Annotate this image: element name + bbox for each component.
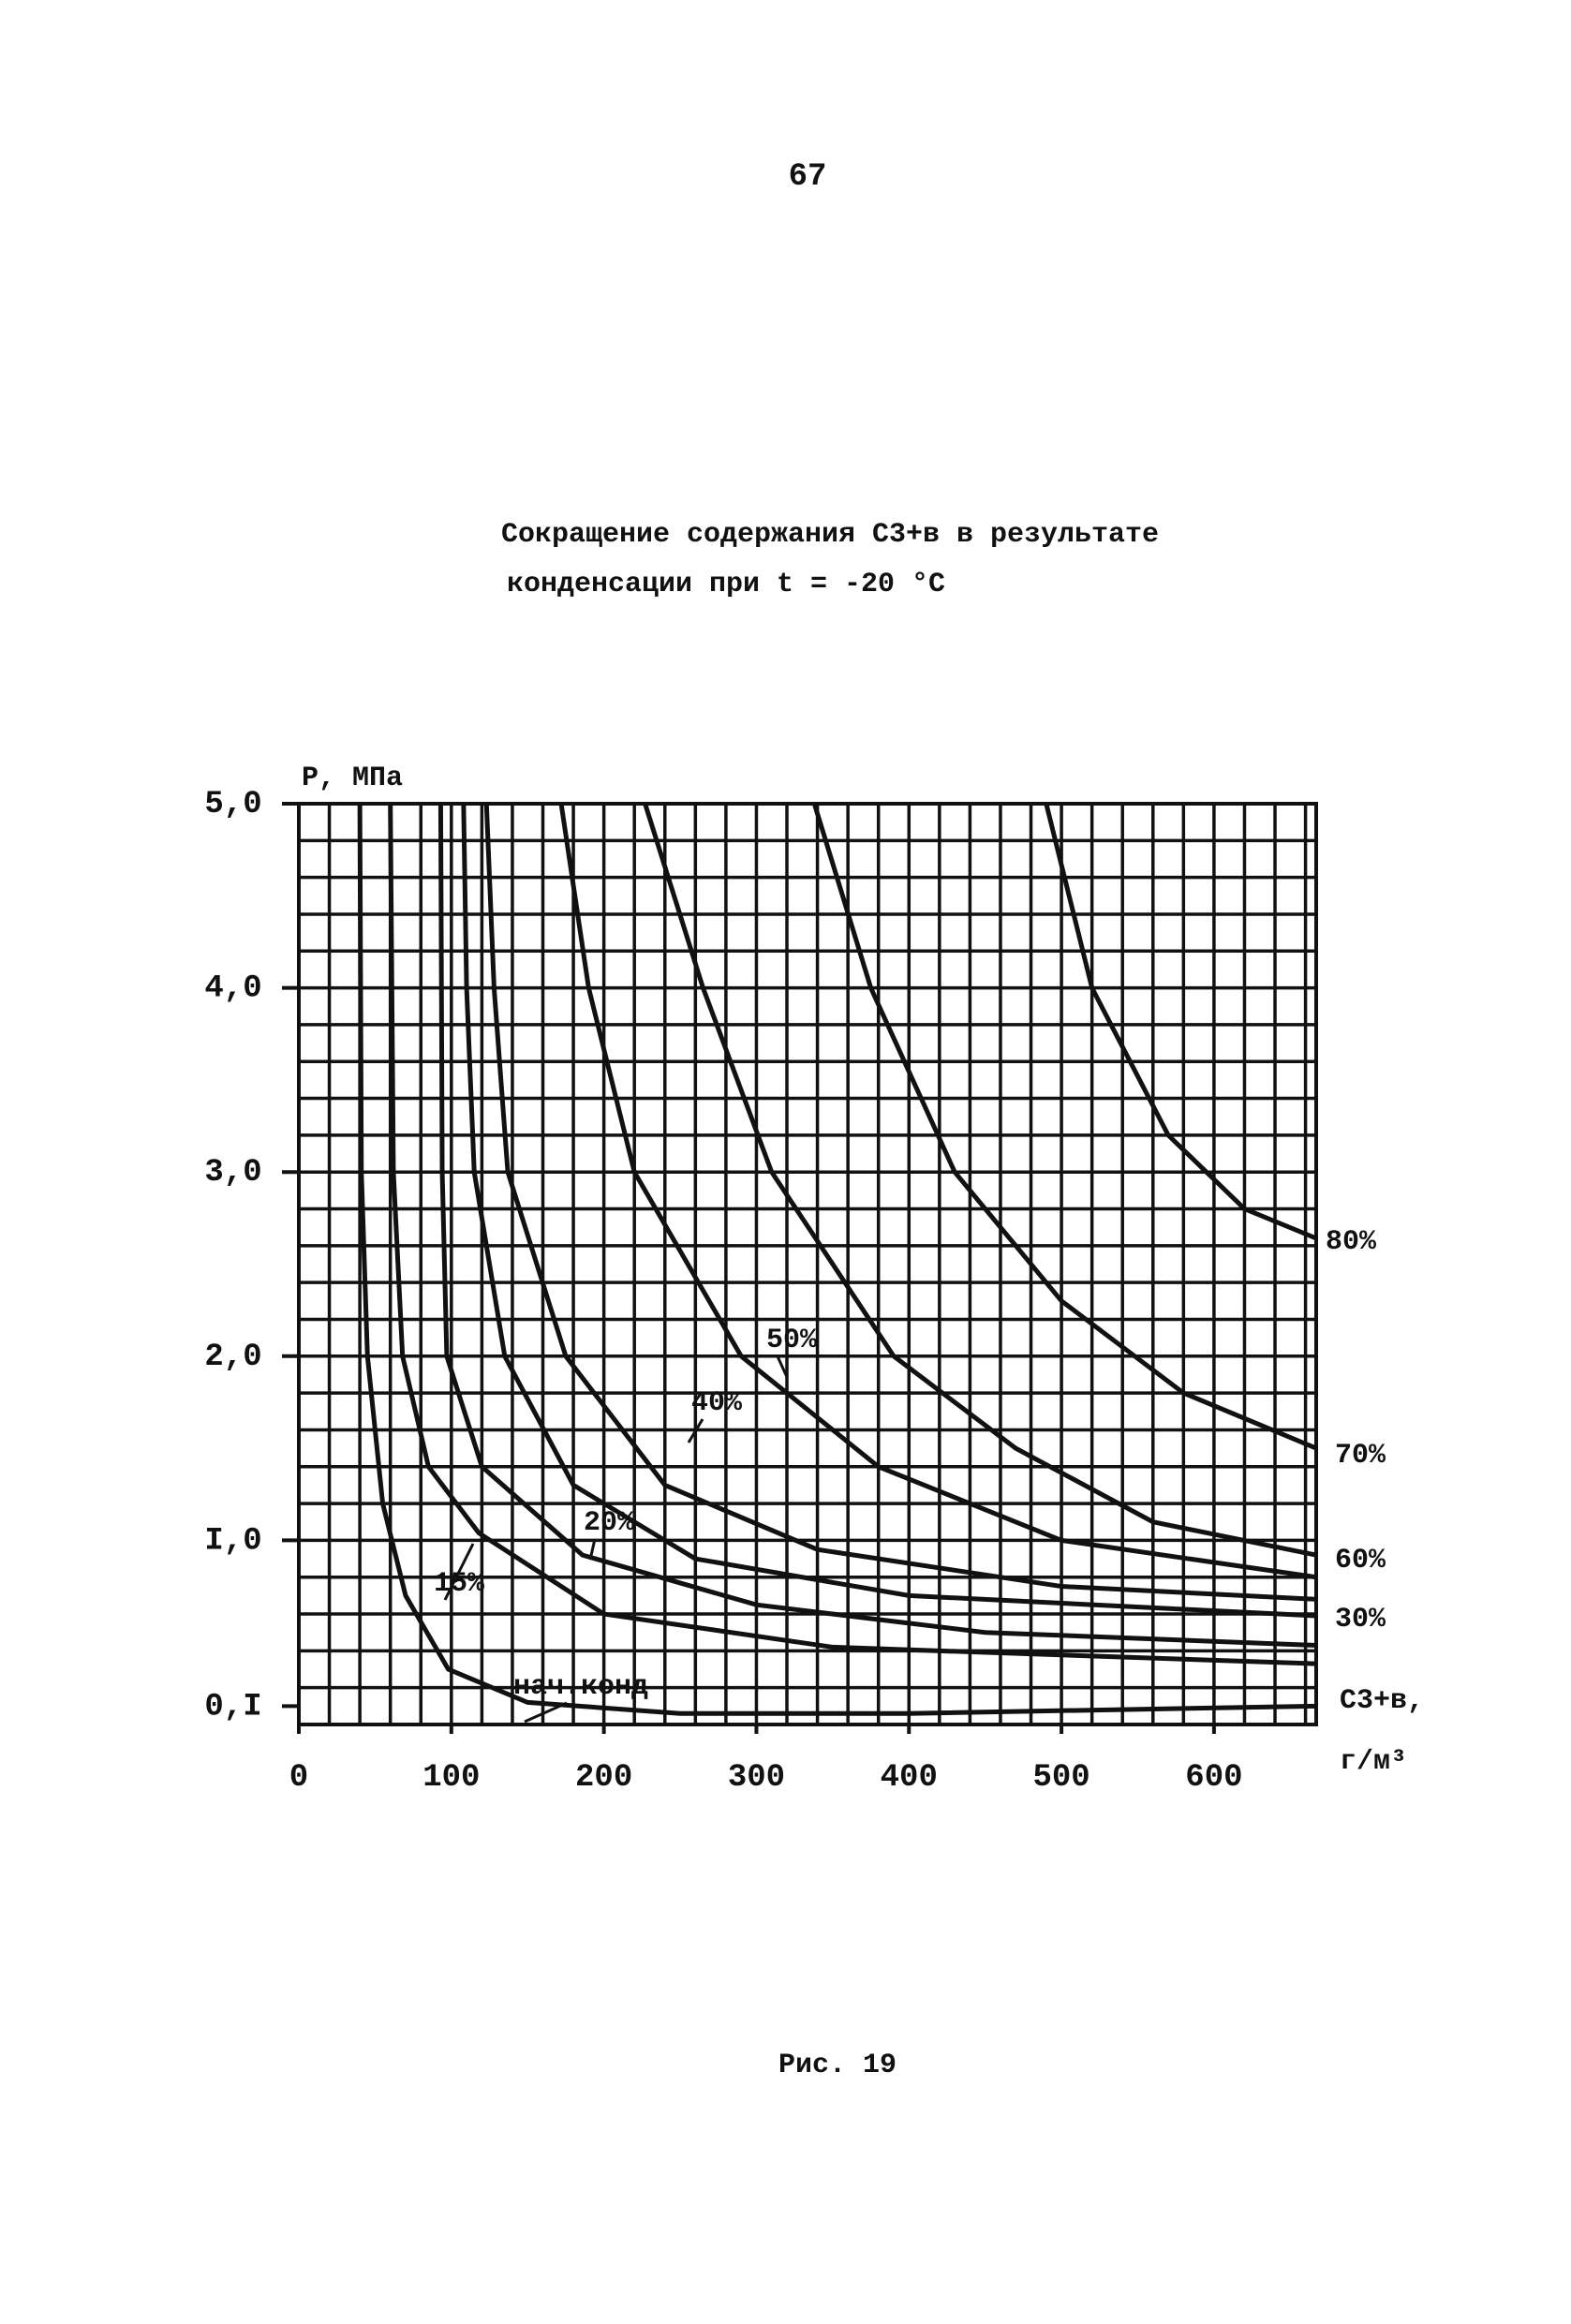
x-tick-label: 300 xyxy=(728,1760,785,1796)
y-tick-label: 0,I xyxy=(204,1689,261,1724)
x-tick-label: 600 xyxy=(1185,1760,1242,1796)
page-number: 67 xyxy=(789,159,827,195)
curve xyxy=(811,803,1317,1451)
x-axis-label: C3+в, xyxy=(1340,1685,1424,1717)
y-tick-label: 2,0 xyxy=(204,1340,261,1375)
curve xyxy=(461,803,1317,1619)
curve-label: 40% xyxy=(691,1387,743,1419)
curve xyxy=(643,803,1317,1558)
label-pointer xyxy=(687,1418,704,1443)
label-pointer xyxy=(443,1543,475,1601)
curve-label: 60% xyxy=(1335,1545,1386,1576)
curve-label: 20% xyxy=(584,1507,635,1539)
x-tick-label: 400 xyxy=(881,1760,938,1796)
x-tick-label: 0 xyxy=(289,1760,308,1796)
x-axis-label: г/м³ xyxy=(1340,1746,1407,1778)
title-line: конденсации при t = -20 °C xyxy=(507,569,945,600)
x-tick-label: 100 xyxy=(422,1760,480,1796)
curve xyxy=(558,803,1317,1580)
label-pointer xyxy=(524,1701,568,1724)
label-pointer xyxy=(776,1355,789,1378)
y-tick-label: I,0 xyxy=(204,1523,261,1559)
curve-label: 70% xyxy=(1335,1440,1386,1472)
y-tick-label: 3,0 xyxy=(204,1155,261,1191)
curve xyxy=(483,803,1317,1602)
curve-label: нач.конд xyxy=(513,1671,648,1703)
x-tick-label: 500 xyxy=(1032,1760,1089,1796)
curve-label: 50% xyxy=(766,1325,818,1356)
plot-frame xyxy=(297,802,1318,1726)
curve-label: 30% xyxy=(1335,1604,1386,1636)
caption: Рис. 19 xyxy=(778,2050,897,2081)
curve xyxy=(388,803,1317,1666)
curve-label: 80% xyxy=(1326,1226,1377,1258)
y-tick-label: 5,0 xyxy=(204,787,261,822)
y-tick-label: 4,0 xyxy=(204,971,261,1007)
y-axis-label: P, МПа xyxy=(302,762,403,794)
title-line: Сокращение содержания C3+в в результате xyxy=(501,519,1159,551)
x-tick-label: 200 xyxy=(575,1760,632,1796)
curve xyxy=(357,803,1317,1716)
curve xyxy=(1044,803,1317,1241)
label-pointer xyxy=(588,1538,597,1561)
curve xyxy=(437,803,1317,1648)
